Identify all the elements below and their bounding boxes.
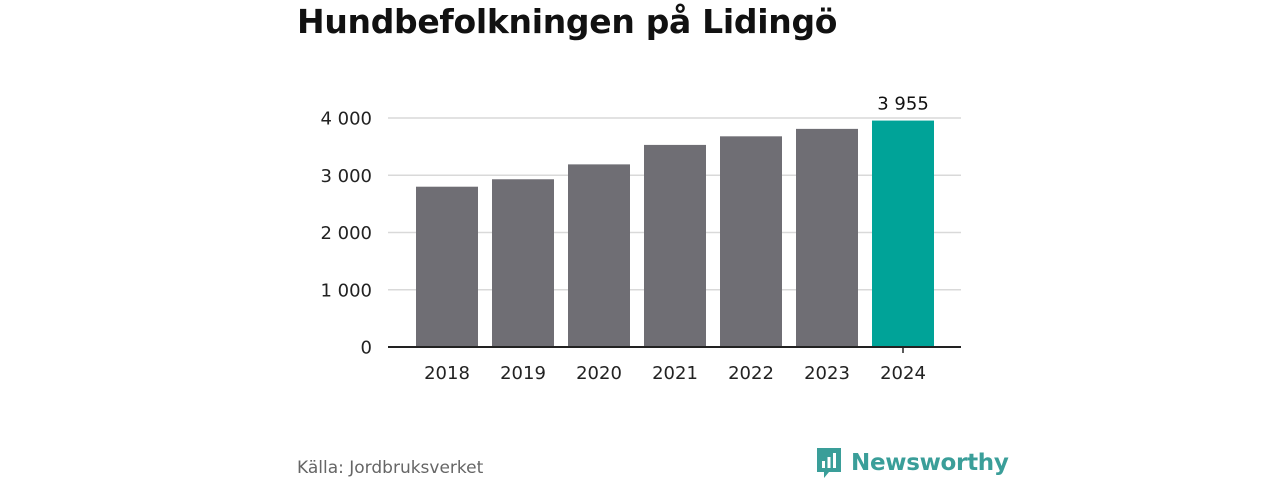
bar-2020 <box>568 164 630 347</box>
y-tick-label: 2 000 <box>320 223 372 244</box>
x-tick-label: 2021 <box>652 363 698 384</box>
y-axis-ticks: 0 1 000 2 000 3 000 4 000 <box>320 109 372 359</box>
brand-name: Newsworthy <box>851 450 1009 476</box>
data-labels: 3 955 <box>877 94 929 115</box>
y-tick-label: 4 000 <box>320 109 372 130</box>
x-tick-label: 2018 <box>424 363 470 384</box>
source-note: Källa: Jordbruksverket <box>297 458 484 478</box>
x-tick-label: 2022 <box>728 363 774 384</box>
y-tick-label: 0 <box>361 338 372 359</box>
x-tick-label: 2023 <box>804 363 850 384</box>
chart-title: Hundbefolkningen på Lidingö <box>297 2 838 41</box>
brand-logo: Newsworthy <box>815 446 1009 480</box>
y-tick-label: 1 000 <box>320 280 372 301</box>
bar-2022 <box>720 136 782 347</box>
x-tick-label: 2024 <box>880 363 926 384</box>
bar-2018 <box>416 186 478 347</box>
x-tick-label: 2020 <box>576 363 622 384</box>
data-label: 3 955 <box>877 94 929 115</box>
newsworthy-logo-icon <box>817 448 841 478</box>
bar-2019 <box>492 179 554 347</box>
x-axis-ticks: 2018 2019 2020 2021 2022 2023 2024 <box>424 347 926 384</box>
bar-2024 <box>872 120 934 347</box>
x-tick-label: 2019 <box>500 363 546 384</box>
y-tick-label: 3 000 <box>320 166 372 187</box>
bars <box>416 120 934 347</box>
bar-2021 <box>644 144 706 347</box>
bar-2023 <box>796 128 858 347</box>
